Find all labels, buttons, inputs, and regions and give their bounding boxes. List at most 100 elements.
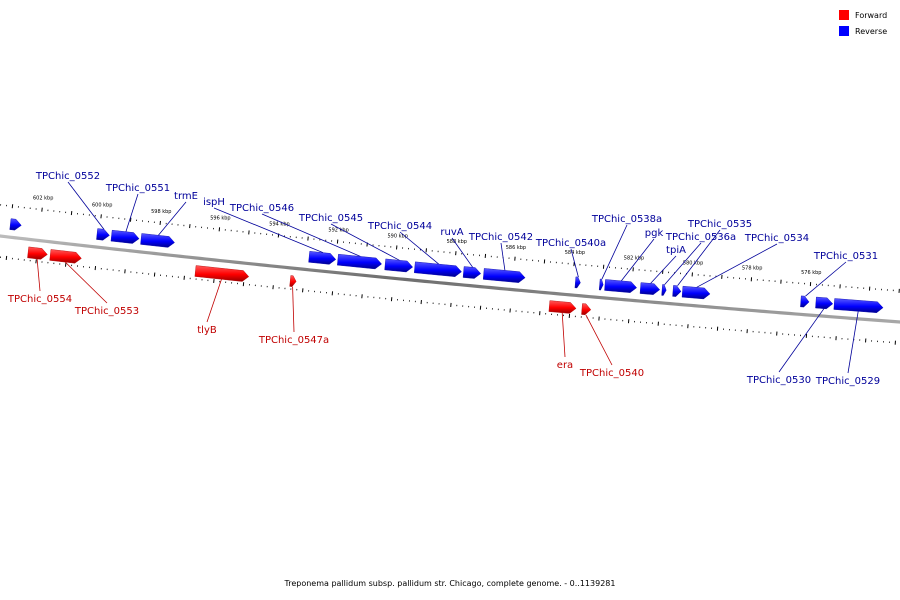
gene-label-tpchic-0536a[interactable]: TPChic_0536a: [665, 232, 736, 243]
gene-label-era[interactable]: era: [557, 360, 573, 371]
map-caption: Treponema pallidum subsp. pallidum str. …: [284, 579, 616, 588]
leader-line-tpchic-0546: [261, 213, 361, 257]
scale-tick-label: 582 kbp: [624, 255, 644, 261]
gene-features: [9, 218, 884, 316]
leader-line-tlyb: [206, 279, 222, 323]
gene-arrow-tpchic-0554[interactable]: [27, 246, 48, 260]
leader-line-tpchic-0540a: [570, 248, 579, 278]
gene-arrow-tpchic-0553[interactable]: [49, 249, 82, 264]
gene-label-trme[interactable]: trmE: [174, 191, 198, 202]
leader-line-tpchic-0531: [805, 261, 847, 297]
leader-line-tpchic-0540: [585, 314, 613, 366]
gene-label-tpchic-0552[interactable]: TPChic_0552: [35, 171, 100, 182]
leader-line-tpia: [650, 255, 677, 284]
gene-label-ruva[interactable]: ruvA: [440, 227, 463, 238]
gene-arrow-ruva[interactable]: [462, 266, 482, 279]
scale-tick-label: 580 kbp: [683, 261, 703, 267]
gene-label-tpchic-0551[interactable]: TPChic_0551: [105, 183, 170, 194]
leader-line-tpchic-0536a: [664, 242, 702, 285]
gene-arrow-tpchic-0542[interactable]: [482, 268, 526, 283]
leader-line-tpchic-0547a: [292, 286, 295, 333]
scale-tick-label: 602 kbp: [33, 196, 53, 202]
scale-tick-label: 596 kbp: [210, 215, 230, 221]
scale-tick-label: 592 kbp: [328, 228, 348, 234]
gene-label-tpchic-0554[interactable]: TPChic_0554: [7, 294, 72, 305]
gene-arrow-tpchic-0551[interactable]: [110, 229, 140, 244]
genome-backbone: [0, 234, 900, 324]
gene-arrow-tpchic-0544[interactable]: [414, 261, 462, 277]
gene-arrow-pgk[interactable]: [604, 279, 637, 293]
scale-tick-label: 594 kbp: [269, 222, 289, 228]
leader-line-tpchic-0554: [36, 258, 41, 292]
scale-tick-label: 586 kbp: [506, 245, 526, 251]
leader-line-tpchic-0542: [500, 242, 506, 271]
gene-label-tpchic-0544[interactable]: TPChic_0544: [367, 221, 432, 232]
legend-forward-swatch: [839, 10, 849, 20]
scale-tick-label: 584 kbp: [565, 250, 585, 256]
gene-arrow-trme[interactable]: [140, 233, 175, 248]
gene-arrow[interactable]: [9, 218, 22, 231]
leader-line-ruva: [451, 237, 474, 268]
gene-arrow-tpchic-0534[interactable]: [681, 285, 711, 300]
legend: Forward Reverse: [839, 10, 887, 36]
gene-label-tpchic-0546[interactable]: TPChic_0546: [229, 203, 294, 214]
scale-ticks: 602 kbp 600 kbp 598 kbp 596 kbp 594 kbp 592 k…: [0, 196, 900, 345]
leader-line-tpchic-0545: [330, 223, 400, 261]
leader-line-tpchic-0529: [847, 311, 859, 374]
gene-label-tpchic-0530[interactable]: TPChic_0530: [746, 375, 811, 386]
gene-label-tpchic-0542[interactable]: TPChic_0542: [468, 232, 533, 243]
gene-arrow-tpchic-0529[interactable]: [833, 298, 884, 313]
gene-label-tpchic-0545[interactable]: TPChic_0545: [298, 213, 363, 224]
gene-label-tpchic-0547a[interactable]: TPChic_0547a: [258, 335, 329, 346]
gene-label-tpchic-0535[interactable]: TPChic_0535: [687, 219, 752, 230]
leader-line-tpchic-0552: [67, 181, 105, 230]
leader-line-tpchic-0553: [65, 261, 108, 304]
gene-arrow-tpchic-0530[interactable]: [815, 296, 834, 310]
gene-arrow-tpia[interactable]: [639, 282, 661, 295]
leader-line-tpchic-0534: [696, 243, 778, 288]
gene-arrow-tpchic-0552[interactable]: [96, 228, 110, 241]
gene-arrow-tpchic-0546[interactable]: [337, 253, 382, 270]
leader-line-tpchic-0535: [677, 229, 721, 286]
gene-label-tpchic-0538a[interactable]: TPChic_0538a: [591, 214, 662, 225]
gene-label-tpchic-0531[interactable]: TPChic_0531: [813, 251, 878, 262]
gene-arrow-tpchic-0536a[interactable]: [661, 284, 667, 296]
gene-arrow-tpchic-0540[interactable]: [581, 303, 592, 316]
gene-arrow-tpchic-0535[interactable]: [672, 285, 682, 297]
gene-arrow-tpchic-0538a[interactable]: [598, 278, 604, 291]
gene-arrow-era[interactable]: [548, 300, 577, 314]
scale-tick-label: 590 kbp: [388, 234, 408, 240]
scale-tick-label: 588 kbp: [447, 239, 467, 245]
scale-tick-label: 578 kbp: [742, 265, 762, 271]
gene-label-tpchic-0540a[interactable]: TPChic_0540a: [535, 238, 606, 249]
leader-line-isph: [213, 207, 324, 253]
leader-line-era: [561, 312, 566, 358]
gene-label-tpia[interactable]: tpiA: [666, 245, 686, 256]
scale-tick-label: 576 kbp: [801, 270, 821, 276]
gene-label-tpchic-0529[interactable]: TPChic_0529: [815, 376, 880, 387]
gene-arrow-tpchic-0545[interactable]: [384, 258, 413, 273]
leader-line-tpchic-0538a: [601, 224, 628, 280]
leader-line-tpchic-0544: [399, 231, 439, 265]
gene-label-isph[interactable]: ispH: [203, 197, 225, 208]
gene-label-pgk[interactable]: pgk: [645, 228, 664, 239]
label-leaders: [36, 181, 859, 374]
gene-arrow-isph[interactable]: [308, 251, 337, 265]
gene-label-tpchic-0553[interactable]: TPChic_0553: [74, 306, 139, 317]
gene-label-tpchic-0534[interactable]: TPChic_0534: [744, 233, 809, 244]
gene-arrow-tlyb[interactable]: [194, 265, 250, 282]
legend-reverse-label: Reverse: [855, 27, 887, 36]
leader-line-tpchic-0551: [125, 193, 139, 232]
gene-arrow-tpchic-0531[interactable]: [800, 295, 810, 308]
scale-tick-label: 600 kbp: [92, 202, 112, 208]
leader-line-trme: [158, 201, 187, 236]
legend-forward-label: Forward: [855, 11, 887, 20]
gene-label-tlyb[interactable]: tlyB: [197, 325, 217, 336]
leader-line-tpchic-0530: [778, 308, 825, 373]
gene-label-tpchic-0540[interactable]: TPChic_0540: [579, 368, 644, 379]
gene-arrow-tpchic-0547a[interactable]: [289, 275, 297, 287]
scale-tick-label: 598 kbp: [151, 209, 171, 215]
gene-arrow-tpchic-0540a[interactable]: [574, 276, 581, 289]
